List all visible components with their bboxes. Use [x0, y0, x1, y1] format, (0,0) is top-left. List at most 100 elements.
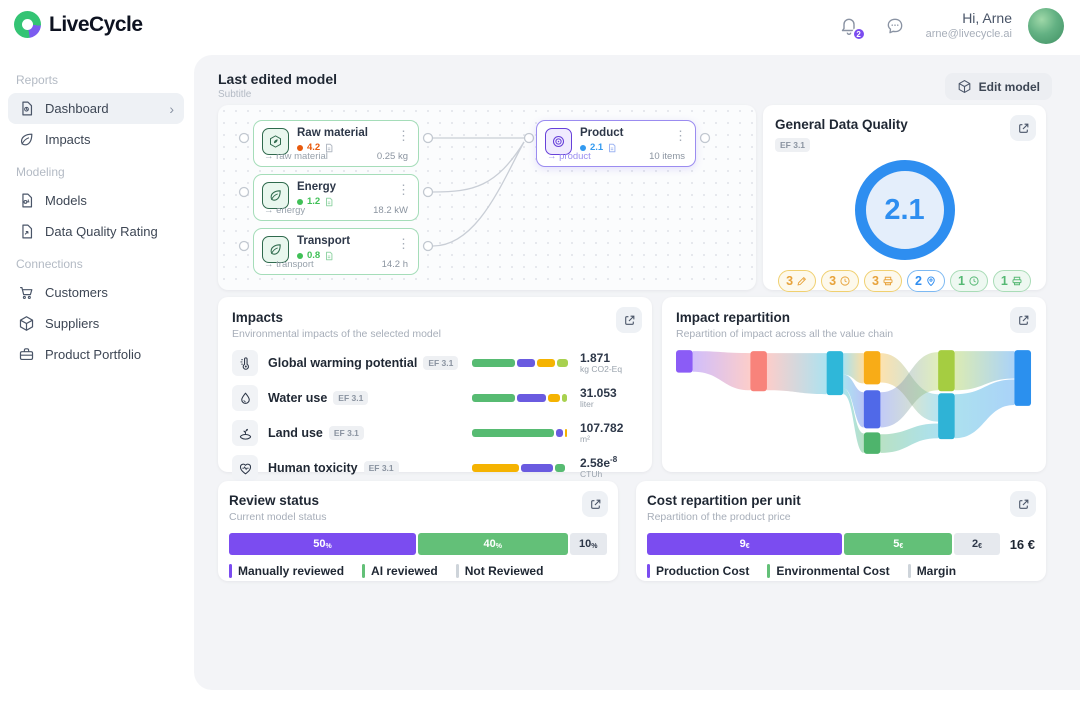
factory-icon: [882, 275, 894, 287]
last-edited-model-canvas: Raw material 4.2 ⋮ → raw material 0.25 k…: [218, 105, 756, 290]
edit-model-label: Edit model: [978, 79, 1040, 94]
sankey-node: [863, 351, 881, 385]
impact-row-global-warming: Global warming potential EF 3.1 1.871 kg C…: [232, 350, 638, 376]
node-menu-button[interactable]: ⋮: [674, 128, 687, 143]
card-title: Cost repartition per unit: [647, 493, 801, 508]
card-subtitle: Repartition of the product price: [647, 511, 791, 523]
impact-bar: [472, 359, 570, 367]
quality-badge-reliability: 3: [778, 270, 817, 292]
open-cost-repartition-button[interactable]: [1010, 491, 1036, 517]
impact-label: Global warming potential: [268, 356, 418, 370]
sankey-node: [676, 350, 693, 373]
quality-badge-geography: 2: [907, 270, 945, 292]
avatar[interactable]: [1028, 8, 1064, 44]
flow-node-transport[interactable]: Transport 0.8 ⋮ → transport 14.2 h: [253, 228, 419, 275]
port[interactable]: [422, 240, 434, 252]
open-impacts-button[interactable]: [616, 307, 642, 333]
port[interactable]: [422, 132, 434, 144]
heart-icon: [238, 461, 253, 476]
sankey-diagram: [676, 350, 1032, 454]
impact-bar: [472, 394, 570, 402]
chevron-right-icon: ›: [169, 100, 174, 117]
sidebar-item-label: Impacts: [45, 132, 91, 147]
node-score: 2.1: [590, 142, 604, 153]
sankey-node: [863, 390, 881, 429]
badge-value: 2: [915, 274, 922, 288]
product-icon: [551, 134, 566, 149]
badge-value: 3: [786, 274, 794, 288]
sidebar-item-customers[interactable]: Customers: [8, 277, 184, 308]
sankey-node: [750, 351, 767, 392]
port[interactable]: [699, 132, 711, 144]
port[interactable]: [238, 240, 250, 252]
impact-bar: [472, 429, 570, 437]
flow-node-raw-material[interactable]: Raw material 4.2 ⋮ → raw material 0.25 k…: [253, 120, 419, 167]
card-subtitle: Repartition of impact across all the val…: [676, 328, 894, 340]
clock-icon: [839, 275, 851, 287]
ef-standard-badge: EF 3.1: [328, 426, 364, 440]
sidebar-item-data-quality-rating[interactable]: Data Quality Rating: [8, 216, 184, 247]
ef-standard-badge: EF 3.1: [423, 356, 459, 370]
sidebar-item-models[interactable]: Models: [8, 185, 184, 216]
node-menu-button[interactable]: ⋮: [397, 128, 410, 143]
card-subtitle: Current model status: [229, 511, 327, 523]
external-link-icon: [623, 314, 636, 327]
score-dot: [297, 144, 303, 151]
cost-total: 16 €: [1009, 536, 1035, 552]
port[interactable]: [422, 186, 434, 198]
land-use-icon: [238, 426, 253, 441]
sidebar-item-suppliers[interactable]: Suppliers: [8, 308, 184, 339]
impact-label: Water use: [268, 391, 328, 405]
legend-ai-reviewed: AI reviewed: [362, 564, 438, 578]
card-subtitle: Environmental impacts of the selected mo…: [232, 328, 441, 340]
rating-icon: [18, 223, 35, 240]
card-title: Impacts: [232, 310, 284, 325]
edit-model-button[interactable]: Edit model: [944, 73, 1052, 100]
sidebar-item-impacts[interactable]: Impacts: [8, 124, 184, 155]
node-menu-button[interactable]: ⋮: [397, 236, 410, 251]
sankey-node: [826, 351, 844, 396]
score-dot: [297, 198, 303, 205]
open-repartition-button[interactable]: [1010, 307, 1036, 333]
cost-bar: 9 € 5 € 2 €: [647, 533, 1000, 555]
sidebar-item-label: Suppliers: [45, 316, 100, 331]
quality-score-gauge: 2.1: [854, 160, 955, 260]
sankey-node: [863, 432, 881, 454]
chat-button[interactable]: [880, 11, 910, 41]
port[interactable]: [238, 132, 250, 144]
open-review-status-button[interactable]: [582, 491, 608, 517]
app-logo: LiveCycle: [14, 11, 143, 38]
sidebar-item-label: Product Portfolio: [45, 347, 142, 362]
external-link-icon: [1017, 498, 1030, 511]
sidebar-item-product-portfolio[interactable]: Product Portfolio: [8, 339, 184, 370]
general-data-quality-card: General Data Quality EF 3.1 2.1 3 3 3: [763, 105, 1046, 292]
cost-repartition-card: Cost repartition per unit Repartition of…: [636, 481, 1046, 581]
notifications-button[interactable]: 2: [834, 11, 866, 41]
node-menu-button[interactable]: ⋮: [397, 182, 410, 197]
flow-node-product[interactable]: Product 2.1 ⋮ → product 10 items: [536, 120, 696, 167]
ef-standard-badge: EF 3.1: [363, 461, 399, 475]
legend-production-cost: Production Cost: [647, 564, 749, 578]
flow-node-energy[interactable]: Energy 1.2 ⋮ → energy 18.2 kW: [253, 174, 419, 221]
sidebar-item-dashboard[interactable]: Dashboard ›: [8, 93, 184, 124]
report-icon: [18, 100, 35, 117]
user-greeting: Hi, Arne: [962, 10, 1012, 27]
open-data-quality-button[interactable]: [1010, 115, 1036, 141]
logo-icon: [14, 11, 41, 38]
sidebar: Reports Dashboard › Impacts Modeling Mod…: [0, 55, 194, 701]
node-title: Transport: [297, 235, 351, 247]
cube-icon: [957, 79, 972, 94]
main-panel: Last edited model Subtitle Edit model: [194, 55, 1080, 690]
impact-unit: kg CO2-Eq: [580, 364, 623, 375]
sidebar-section-modeling: Modeling: [16, 165, 65, 179]
impact-row-water-use: Water use EF 3.1 31.053 liter: [232, 385, 638, 411]
energy-icon: [268, 188, 283, 203]
node-title: Energy: [297, 181, 336, 193]
badge-value: 1: [957, 274, 965, 288]
user-email: arne@livecycle.ai: [925, 27, 1012, 40]
port[interactable]: [523, 132, 535, 144]
port[interactable]: [238, 186, 250, 198]
node-quantity: 14.2 h: [381, 259, 408, 270]
flow-connections: [238, 132, 711, 252]
